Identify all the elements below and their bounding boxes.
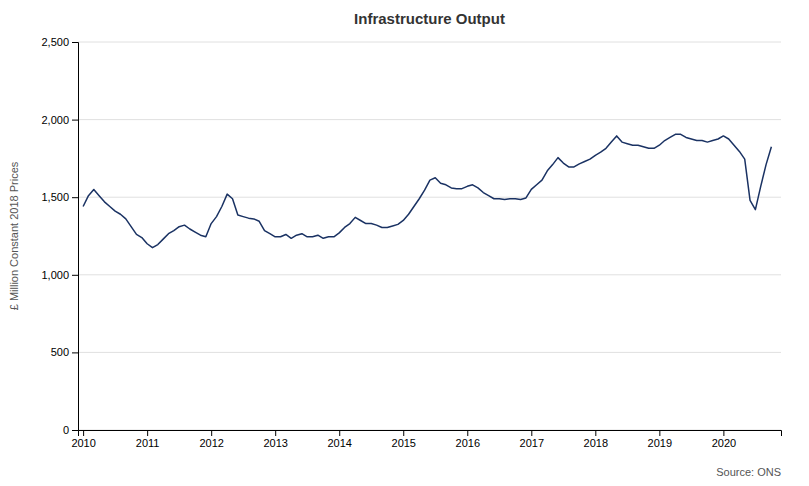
tick-mark xyxy=(72,42,78,43)
tick: 2020 xyxy=(712,430,736,449)
plot: 2010 2011 2012 2013 2014 2015 2016 2017 2018 2019… xyxy=(41,36,781,449)
tick-label: 0 xyxy=(63,424,69,436)
grid-line xyxy=(78,42,781,43)
tick-mark xyxy=(83,430,84,436)
tick-mark xyxy=(467,430,468,436)
tick: 2015 xyxy=(392,430,416,449)
tick-label: 2012 xyxy=(199,437,223,449)
tick-mark xyxy=(339,430,340,436)
y-axis: 0 500 1,000 1,500 2,000 2,500 xyxy=(41,36,78,436)
tick-label: 1,500 xyxy=(41,191,69,203)
axis-line xyxy=(79,431,782,437)
line xyxy=(83,134,771,247)
tick-label: 2019 xyxy=(648,437,672,449)
axis-line xyxy=(72,43,79,431)
tick-mark xyxy=(275,430,276,436)
x-axis: 2010 2011 2012 2013 2014 2015 2016 2017 2018 2019… xyxy=(71,430,781,449)
tick: 2011 xyxy=(136,430,160,449)
tick-label: 2015 xyxy=(392,437,416,449)
tick-label: 2011 xyxy=(136,437,160,449)
tick: 2,000 xyxy=(41,114,78,126)
y-axis-title: £ Million Constant 2018 Prices xyxy=(8,161,20,310)
tick: 1,000 xyxy=(41,269,78,281)
tick: 2010 xyxy=(71,430,95,449)
tick-label: 500 xyxy=(51,346,69,358)
tick: 2013 xyxy=(263,430,287,449)
tick-label: 2014 xyxy=(327,437,351,449)
tick-mark xyxy=(403,430,404,436)
tick-mark xyxy=(595,430,596,436)
tick-label: 2,000 xyxy=(41,114,69,126)
tick-label: 2010 xyxy=(71,437,95,449)
tick: 2017 xyxy=(520,430,544,449)
tick-mark xyxy=(147,430,148,436)
grid xyxy=(78,42,781,430)
tick-label: 2020 xyxy=(712,437,736,449)
tick-mark xyxy=(659,430,660,436)
grid-line xyxy=(78,197,781,198)
tick-mark xyxy=(72,352,78,353)
tick-mark xyxy=(211,430,212,436)
tick: 2018 xyxy=(584,430,608,449)
tick: 2016 xyxy=(456,430,480,449)
tick-mark xyxy=(72,120,78,121)
tick-mark xyxy=(531,430,532,436)
marks xyxy=(83,134,771,247)
tick: 1,500 xyxy=(41,191,78,203)
annotation: Source: ONS xyxy=(716,466,781,478)
title: Infrastructure Output xyxy=(354,10,505,27)
tick: 0 xyxy=(63,424,78,436)
grid-line xyxy=(78,119,781,120)
grid-line xyxy=(78,352,781,353)
tick-mark xyxy=(723,430,724,436)
tick: 500 xyxy=(51,346,78,358)
tick-label: 2017 xyxy=(520,437,544,449)
tick-mark xyxy=(72,197,78,198)
tick-mark xyxy=(72,430,78,431)
tick-label: 2016 xyxy=(456,437,480,449)
tick: 2012 xyxy=(199,430,223,449)
tick-label: 1,000 xyxy=(41,269,69,281)
tick-label: 2,500 xyxy=(41,36,69,48)
tick: 2019 xyxy=(648,430,672,449)
tick: 2014 xyxy=(327,430,351,449)
chart: 2010 2011 2012 2013 2014 2015 2016 2017 2018 2019… xyxy=(0,0,809,486)
tick: 2,500 xyxy=(41,36,78,48)
tick-mark xyxy=(72,275,78,276)
grid-line xyxy=(78,274,781,275)
tick-label: 2013 xyxy=(263,437,287,449)
tick-label: 2018 xyxy=(584,437,608,449)
